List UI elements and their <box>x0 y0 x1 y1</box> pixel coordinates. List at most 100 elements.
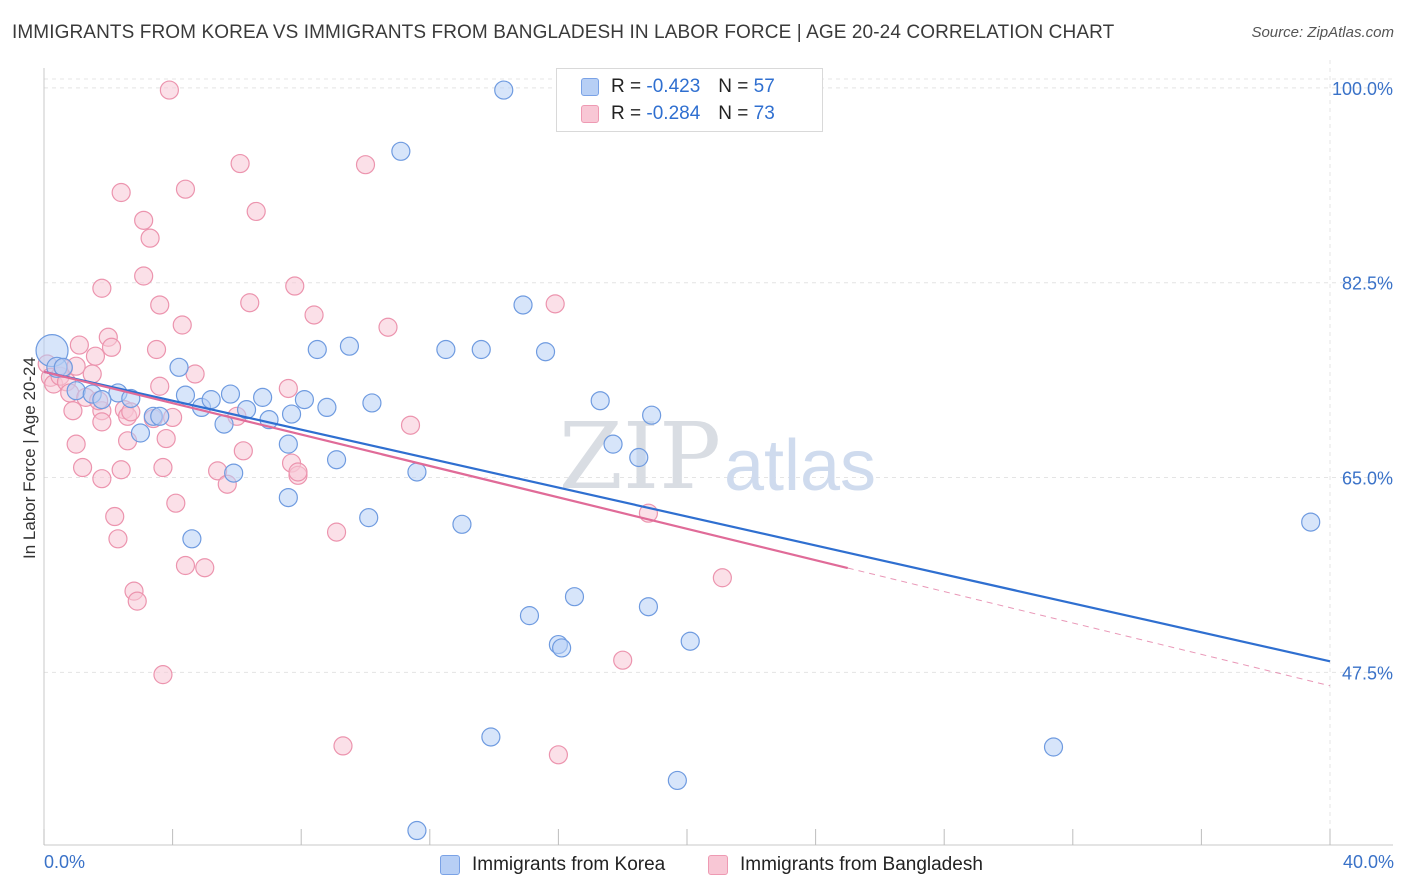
y-tick-label: 47.5% <box>1342 663 1393 683</box>
korea-point <box>359 508 379 528</box>
korea-point <box>169 357 189 377</box>
bangladesh-point <box>285 276 305 296</box>
y-tick-label: 65.0% <box>1342 469 1393 489</box>
korea-point <box>638 597 659 617</box>
bangladesh-point <box>613 650 633 670</box>
bangladesh-point <box>166 493 186 513</box>
axes <box>43 68 1393 846</box>
bangladesh-point <box>333 736 353 756</box>
korea-point <box>294 390 315 410</box>
bangladesh-point <box>304 305 324 325</box>
y-tick-label: 82.5% <box>1342 274 1393 294</box>
stats-row-bangladesh: R = -0.284 N = 73 <box>581 101 775 127</box>
bangladesh-point <box>230 153 250 174</box>
korea-point <box>481 727 501 747</box>
bangladesh-point <box>72 457 93 478</box>
korea-n-value: 57 <box>753 76 775 97</box>
korea-point <box>471 339 491 360</box>
korea-n-label: N = <box>718 76 749 97</box>
korea-point <box>220 384 241 404</box>
legend-item-korea[interactable]: Immigrants from Korea <box>440 852 665 878</box>
korea-point <box>326 450 347 470</box>
stats-box: R = -0.423 N = 57 R = -0.284 N = 73 <box>556 68 823 132</box>
korea-r-value: -0.423 <box>646 76 701 97</box>
bangladesh-point <box>233 441 253 461</box>
bangladesh-point <box>150 376 170 396</box>
bangladesh-point <box>105 506 125 527</box>
bangladesh-point <box>134 266 154 286</box>
legend-label-bangladesh: Immigrants from Bangladesh <box>740 854 983 875</box>
korea-point <box>339 336 360 356</box>
bangladesh-point <box>108 529 128 549</box>
bangladesh-point <box>153 665 173 685</box>
korea-point <box>564 587 585 607</box>
bangladesh-point <box>175 555 196 576</box>
korea-point <box>201 390 221 410</box>
korea-point <box>667 770 687 791</box>
korea-trend-line <box>43 370 1331 663</box>
bangladesh-point <box>195 558 215 578</box>
x-tick-max: 40.0% <box>1342 852 1394 872</box>
chart-title: IMMIGRANTS FROM KOREA VS IMMIGRANTS FROM… <box>12 22 1115 43</box>
bangladesh-n-value: 73 <box>753 103 775 124</box>
bangladesh-swatch <box>581 105 599 123</box>
bangladesh-point <box>146 339 167 360</box>
x-tick-min: 0.0% <box>44 852 86 872</box>
bangladesh-point <box>172 315 192 335</box>
korea-point <box>629 447 649 468</box>
bangladesh-point <box>159 80 179 100</box>
bangladesh-r-label: R = <box>611 103 642 124</box>
bangladesh-point <box>246 201 266 222</box>
korea-point <box>150 406 170 426</box>
bangladesh-point <box>278 378 298 399</box>
korea-point <box>680 631 700 651</box>
korea-point <box>535 342 556 362</box>
stats-row-korea: R = -0.423 N = 57 <box>581 74 775 100</box>
korea-point <box>253 387 273 407</box>
legend-label-korea: Immigrants from Korea <box>472 854 666 875</box>
korea-point <box>278 434 298 454</box>
bangladesh-point <box>92 278 112 298</box>
bangladesh-r-value: -0.284 <box>646 103 701 124</box>
legend-item-bangladesh[interactable]: Immigrants from Bangladesh <box>708 852 983 878</box>
korea-point <box>519 606 540 626</box>
bangladesh-point <box>85 346 106 366</box>
bangladesh-point <box>92 412 112 432</box>
korea-point <box>236 400 257 420</box>
bangladesh-trend-extension <box>847 567 1331 687</box>
bangladesh-point <box>288 462 308 482</box>
bangladesh-point <box>545 294 565 314</box>
bangladesh-point <box>185 364 205 384</box>
bangladesh-point <box>111 460 131 480</box>
korea-point <box>407 462 427 482</box>
bangladesh-point <box>326 522 347 542</box>
bangladesh-point <box>712 568 732 588</box>
korea-point <box>391 141 411 161</box>
legend-swatch-bangladesh <box>708 855 728 875</box>
korea-swatch <box>581 78 599 96</box>
korea-point <box>1043 737 1064 757</box>
bangladesh-point <box>101 337 122 357</box>
korea-point <box>552 638 572 658</box>
korea-point <box>590 391 610 411</box>
bangladesh-point <box>175 179 196 199</box>
korea-point <box>130 423 151 443</box>
bangladesh-points <box>37 80 732 765</box>
bangladesh-point <box>127 591 147 611</box>
source-label: Source: ZipAtlas.com <box>1251 24 1394 41</box>
korea-r-label: R = <box>611 76 642 97</box>
watermark: ZIP atlas <box>559 403 876 510</box>
korea-point <box>317 397 337 418</box>
y-tick-labels: 100.0% 82.5% 65.0% 47.5% <box>1332 79 1393 684</box>
y-tick-label: 100.0% <box>1332 79 1393 99</box>
bangladesh-point <box>400 415 421 435</box>
bangladesh-point <box>69 335 89 355</box>
bangladesh-point <box>140 228 160 248</box>
korea-points <box>35 80 1321 841</box>
bangladesh-point <box>240 293 260 313</box>
korea-point <box>513 295 533 315</box>
bangladesh-point <box>156 428 176 449</box>
legend-swatch-korea <box>440 855 460 875</box>
korea-point <box>182 529 202 549</box>
